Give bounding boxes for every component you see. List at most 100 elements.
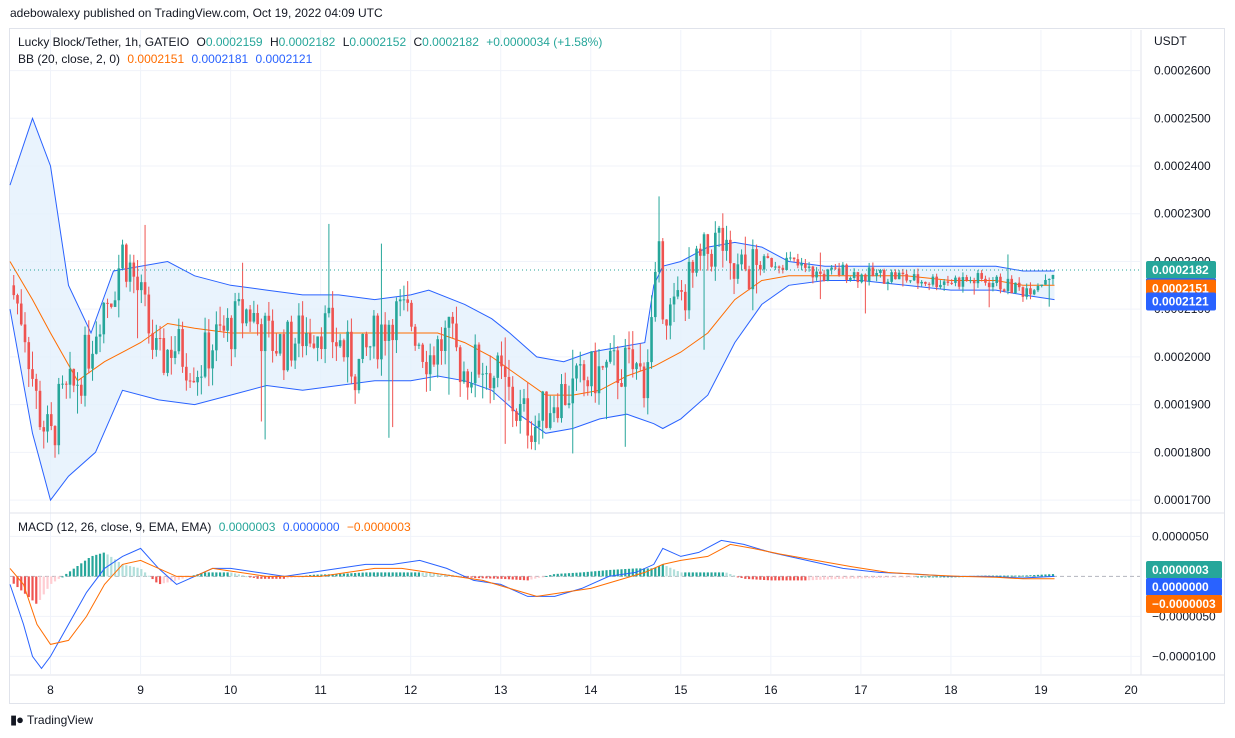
candle-body[interactable] bbox=[593, 351, 597, 394]
candle-body[interactable] bbox=[222, 325, 226, 331]
candle-body[interactable] bbox=[267, 315, 271, 321]
candle-body[interactable] bbox=[237, 299, 241, 302]
candle-body[interactable] bbox=[635, 363, 638, 370]
candle-body[interactable] bbox=[316, 336, 319, 348]
candle-body[interactable] bbox=[462, 371, 466, 383]
candle-body[interactable] bbox=[143, 282, 147, 295]
candle-body[interactable] bbox=[556, 407, 560, 419]
candle-body[interactable] bbox=[845, 264, 848, 280]
candle-body[interactable] bbox=[432, 355, 436, 365]
candle-body[interactable] bbox=[774, 266, 777, 268]
candle-body[interactable] bbox=[331, 307, 334, 343]
candle-body[interactable] bbox=[886, 281, 890, 284]
candle-body[interactable] bbox=[376, 315, 379, 360]
candle-body[interactable] bbox=[721, 227, 725, 251]
candle-body[interactable] bbox=[582, 364, 586, 381]
candle-body[interactable] bbox=[627, 347, 631, 350]
candle-body[interactable] bbox=[72, 368, 76, 386]
candle-body[interactable] bbox=[991, 282, 995, 288]
candle-body[interactable] bbox=[436, 339, 439, 365]
candle-body[interactable] bbox=[226, 317, 229, 331]
candle-body[interactable] bbox=[34, 378, 38, 391]
candle-body[interactable] bbox=[980, 273, 983, 279]
candle-body[interactable] bbox=[1021, 287, 1025, 297]
candle-body[interactable] bbox=[1029, 288, 1032, 295]
candle-body[interactable] bbox=[185, 366, 188, 381]
candle-body[interactable] bbox=[987, 282, 991, 288]
candle-body[interactable] bbox=[710, 253, 713, 267]
candle-body[interactable] bbox=[413, 326, 417, 346]
candle-body[interactable] bbox=[879, 270, 882, 273]
candle-body[interactable] bbox=[282, 334, 286, 371]
candle-body[interactable] bbox=[391, 324, 394, 341]
candle-body[interactable] bbox=[965, 277, 968, 282]
candle-body[interactable] bbox=[871, 267, 875, 277]
candle-body[interactable] bbox=[458, 347, 462, 383]
candle-body[interactable] bbox=[777, 266, 781, 268]
candle-body[interactable] bbox=[518, 404, 522, 421]
candle-body[interactable] bbox=[890, 272, 893, 282]
candle-body[interactable] bbox=[155, 338, 158, 350]
candle-body[interactable] bbox=[683, 291, 687, 311]
candle-body[interactable] bbox=[357, 358, 361, 391]
candle-body[interactable] bbox=[398, 299, 402, 302]
candle-body[interactable] bbox=[215, 324, 218, 351]
candle-body[interactable] bbox=[147, 294, 151, 334]
tradingview-logo-icon[interactable]: ▮● bbox=[10, 712, 24, 727]
candle-body[interactable] bbox=[158, 338, 162, 340]
candle-body[interactable] bbox=[744, 254, 747, 270]
candle-body[interactable] bbox=[946, 281, 950, 283]
candle-body[interactable] bbox=[230, 317, 233, 350]
candle-body[interactable] bbox=[912, 274, 916, 281]
candle-body[interactable] bbox=[102, 302, 106, 335]
candle-body[interactable] bbox=[950, 282, 953, 284]
candle-body[interactable] bbox=[939, 284, 942, 288]
candle-body[interactable] bbox=[537, 420, 541, 428]
candle-body[interactable] bbox=[271, 320, 274, 351]
candle-body[interactable] bbox=[402, 299, 406, 301]
candle-body[interactable] bbox=[931, 276, 935, 285]
candle-body[interactable] bbox=[916, 274, 920, 284]
candle-body[interactable] bbox=[1047, 278, 1051, 281]
candle-body[interactable] bbox=[954, 277, 957, 283]
candle-body[interactable] bbox=[699, 248, 702, 256]
candle-body[interactable] bbox=[451, 316, 454, 324]
candle-body[interactable] bbox=[796, 259, 800, 266]
candle-body[interactable] bbox=[233, 301, 237, 350]
candle-body[interactable] bbox=[49, 414, 53, 427]
candle-body[interactable] bbox=[927, 283, 931, 285]
candle-body[interactable] bbox=[826, 269, 830, 281]
candle-body[interactable] bbox=[353, 376, 357, 391]
candle-body[interactable] bbox=[563, 384, 567, 406]
candle-body[interactable] bbox=[98, 334, 102, 337]
candle-body[interactable] bbox=[380, 324, 383, 360]
candle-body[interactable] bbox=[488, 373, 492, 389]
candle-body[interactable] bbox=[856, 272, 860, 283]
candle-body[interactable] bbox=[443, 327, 447, 352]
candle-body[interactable] bbox=[346, 331, 349, 358]
candle-body[interactable] bbox=[297, 315, 301, 344]
candle-body[interactable] bbox=[211, 350, 214, 369]
candle-body[interactable] bbox=[466, 371, 470, 388]
candle-body[interactable] bbox=[616, 350, 620, 384]
candle-body[interactable] bbox=[762, 256, 766, 270]
candle-body[interactable] bbox=[496, 355, 500, 378]
candle-body[interactable] bbox=[428, 355, 432, 375]
candle-body[interactable] bbox=[800, 263, 803, 266]
candle-body[interactable] bbox=[867, 267, 871, 282]
candle-body[interactable] bbox=[200, 376, 203, 378]
candle-body[interactable] bbox=[691, 261, 695, 273]
candle-body[interactable] bbox=[481, 373, 485, 375]
candle-body[interactable] bbox=[1010, 278, 1013, 294]
candle-body[interactable] bbox=[905, 274, 908, 281]
candle-body[interactable] bbox=[687, 261, 691, 311]
candle-body[interactable] bbox=[789, 257, 792, 259]
candle-body[interactable] bbox=[526, 398, 530, 436]
candle-body[interactable] bbox=[507, 376, 511, 387]
candle-body[interactable] bbox=[113, 300, 117, 307]
candle-body[interactable] bbox=[623, 347, 627, 387]
bb-lower-line[interactable] bbox=[9, 280, 1055, 502]
candle-body[interactable] bbox=[57, 383, 61, 446]
candle-body[interactable] bbox=[849, 277, 852, 280]
macd-signal-line[interactable] bbox=[9, 543, 1055, 645]
